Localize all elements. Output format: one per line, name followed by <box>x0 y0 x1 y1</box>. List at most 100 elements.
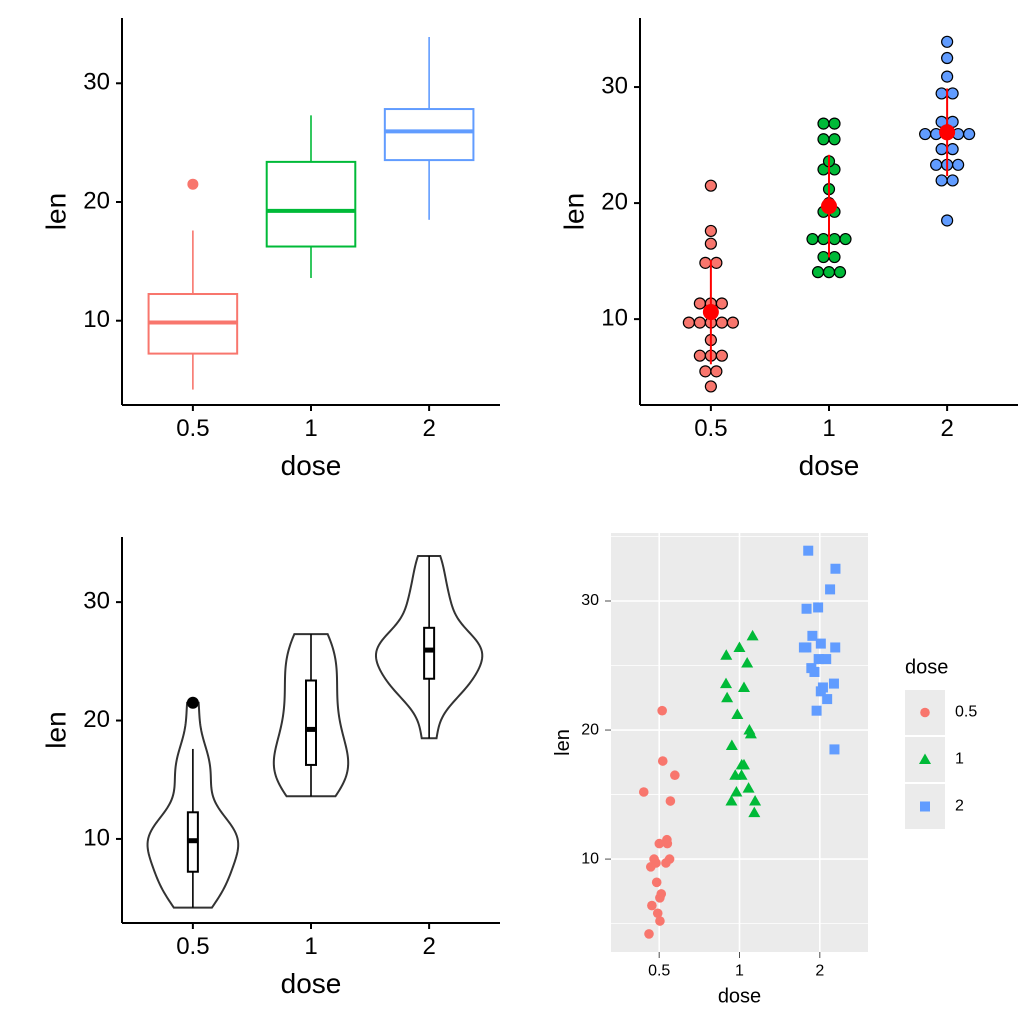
dot <box>935 143 948 156</box>
point <box>825 584 836 595</box>
point <box>661 858 671 868</box>
point <box>749 795 762 806</box>
point <box>813 602 824 613</box>
point <box>725 739 738 751</box>
point <box>811 705 822 716</box>
y-tick-label: 30 <box>83 587 110 614</box>
outlier <box>187 178 199 190</box>
box <box>265 160 357 248</box>
dot <box>941 51 954 65</box>
y-tick-label: 10 <box>601 304 628 331</box>
dot <box>828 232 841 246</box>
x-tick-label: 0.5 <box>648 962 670 979</box>
point <box>815 686 826 697</box>
point <box>803 545 814 556</box>
dot <box>726 316 739 329</box>
dot <box>828 117 841 130</box>
y-tick-label: 10 <box>83 306 110 333</box>
dot <box>839 232 852 246</box>
y-tick-label: 20 <box>83 187 110 214</box>
dot <box>811 266 825 279</box>
point <box>654 838 665 849</box>
x-tick-label: 2 <box>422 933 435 960</box>
dot <box>704 237 717 250</box>
dot <box>963 127 976 141</box>
point <box>651 877 662 888</box>
point <box>665 796 676 806</box>
point <box>742 782 755 793</box>
point <box>655 893 665 903</box>
point <box>741 656 754 668</box>
point <box>813 654 824 665</box>
point <box>743 724 756 735</box>
point <box>647 900 657 911</box>
legend-symbol <box>919 753 931 764</box>
dot <box>946 143 959 156</box>
dot <box>941 70 954 83</box>
point <box>731 708 744 720</box>
legend-label: 0.5 <box>955 704 977 721</box>
point <box>638 787 649 797</box>
y-axis-title: len <box>40 193 71 230</box>
dot <box>822 266 836 279</box>
dot <box>952 158 965 171</box>
dot <box>828 250 841 264</box>
dot <box>930 158 943 171</box>
dot <box>715 349 728 362</box>
point <box>720 677 733 689</box>
point <box>746 629 759 641</box>
mean-point <box>939 124 956 141</box>
x-tick-label: 0.5 <box>176 933 209 960</box>
dot <box>806 232 819 246</box>
x-axis-title: dose <box>281 450 342 481</box>
point <box>644 929 654 939</box>
point <box>821 654 832 665</box>
point <box>807 630 818 641</box>
point <box>815 638 826 649</box>
y-tick-label: 10 <box>83 824 110 851</box>
box <box>383 108 475 162</box>
dot <box>817 133 830 146</box>
dot <box>704 380 717 393</box>
x-tick-label: 1 <box>822 415 835 442</box>
dot <box>817 117 830 130</box>
point <box>652 908 663 919</box>
dot <box>693 349 706 362</box>
point <box>830 563 841 574</box>
mean-point <box>702 304 719 321</box>
dot <box>935 174 948 187</box>
dot <box>946 174 959 187</box>
x-tick-label: 1 <box>735 962 744 979</box>
dot <box>704 179 717 192</box>
legend-symbol <box>920 707 930 718</box>
point <box>733 641 746 652</box>
y-tick-label: 30 <box>83 69 110 96</box>
legend-label: 2 <box>955 798 964 815</box>
point <box>730 785 743 797</box>
x-axis-title: dose <box>799 450 860 481</box>
point <box>737 758 750 770</box>
dot <box>919 127 932 141</box>
y-tick-label: 30 <box>601 72 628 99</box>
dot <box>704 224 717 238</box>
point <box>830 642 841 653</box>
x-tick-label: 2 <box>422 415 435 442</box>
point <box>662 838 673 849</box>
point <box>670 770 680 781</box>
y-tick-label: 10 <box>581 850 599 867</box>
dot <box>715 297 728 310</box>
point <box>657 705 667 716</box>
y-tick-label: 20 <box>581 721 599 738</box>
point <box>822 694 833 705</box>
legend-title: dose <box>905 656 948 678</box>
y-tick-label: 20 <box>83 706 110 733</box>
point <box>737 681 750 692</box>
x-tick-label: 0.5 <box>694 415 727 442</box>
point <box>806 663 817 674</box>
point <box>828 678 839 689</box>
mean-point <box>821 198 837 215</box>
dot <box>693 297 706 310</box>
dot <box>935 87 948 100</box>
x-axis-title: dose <box>718 986 761 1008</box>
dot <box>693 316 706 329</box>
